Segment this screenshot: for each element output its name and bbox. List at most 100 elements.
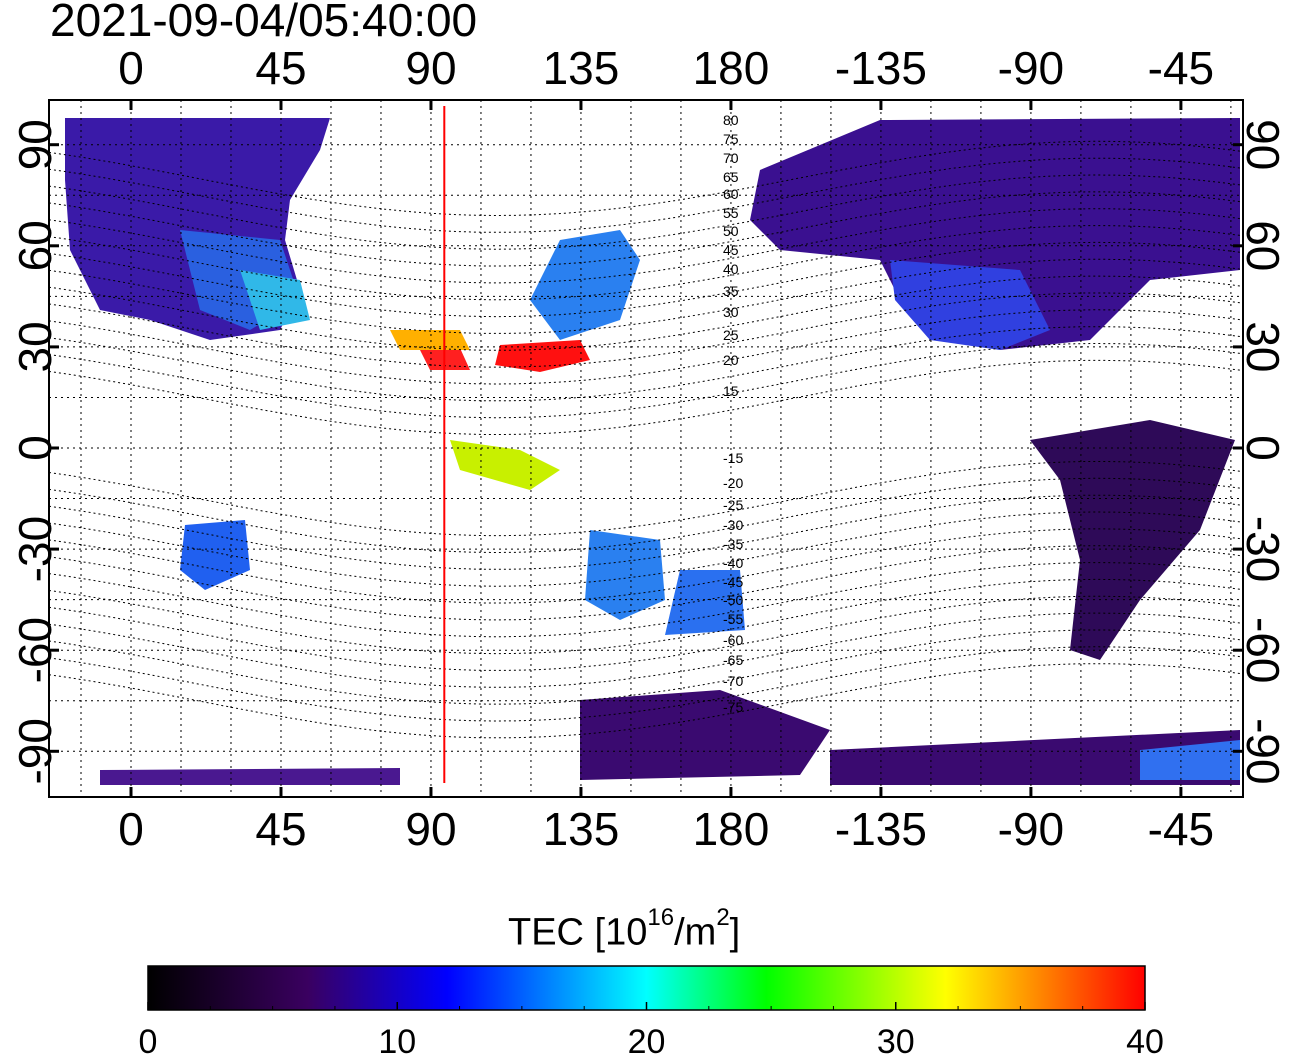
contour-line	[48, 140, 1244, 216]
contour-label: -75	[723, 699, 743, 715]
contour-label: -45	[723, 574, 743, 590]
colorbar-tick-label: 40	[1126, 1023, 1164, 1057]
contour-line	[48, 663, 1244, 739]
lon-label-bottom: 0	[118, 803, 144, 855]
contour-line	[48, 545, 1244, 621]
tec-patch-south-america	[1030, 420, 1235, 660]
tec-patch-nz	[665, 570, 745, 635]
lon-label-bottom: 45	[255, 803, 306, 855]
contour-label: 25	[723, 327, 739, 343]
tec-patch-east-asia	[530, 230, 640, 340]
tec-patch-europe-cyan	[240, 270, 310, 330]
tec-patch-orange	[390, 330, 470, 350]
colorbar-title-prefix: TEC [10	[508, 911, 648, 954]
tec-patch-north-america	[750, 118, 1240, 350]
tec-patch-usa-blue	[890, 260, 1050, 350]
colorbar-title-suffix: ]	[729, 911, 741, 954]
contour-label: -60	[723, 632, 743, 648]
lat-label-right: -30	[1237, 516, 1289, 582]
contour-label: -50	[723, 592, 743, 608]
contour-label: 55	[723, 205, 739, 221]
contour-label: -65	[723, 652, 743, 668]
contour-label: -55	[723, 611, 743, 627]
colorbar-title-mid: /m	[674, 911, 717, 954]
graticule	[49, 100, 1243, 797]
tec-patch-antarctica-west	[830, 730, 1240, 785]
contour-line	[48, 562, 1244, 638]
colorbar-title: TEC [1016/m2]	[508, 902, 740, 955]
contour-line	[48, 241, 1244, 318]
tec-patch-antarctica-strip	[100, 768, 400, 785]
lon-label-bottom: 90	[405, 803, 456, 855]
contour-line	[48, 595, 1244, 671]
contour-line	[48, 578, 1244, 655]
contour-line	[48, 461, 1244, 537]
lat-label-right: 30	[1237, 321, 1289, 372]
contour-label: 65	[723, 169, 739, 185]
contour-line	[48, 191, 1244, 267]
lat-label-right: 60	[1237, 220, 1289, 271]
contour-line	[48, 309, 1244, 385]
contour-label: 30	[723, 304, 739, 320]
tec-patch-sea-yellow	[450, 440, 560, 490]
contour-line	[48, 511, 1244, 587]
contour-label: -20	[723, 475, 743, 491]
contour-label: -25	[723, 497, 743, 513]
lat-label-left: -30	[9, 516, 61, 582]
colorbar-tick-label: 20	[628, 1023, 666, 1057]
lon-label-bottom: -135	[835, 803, 927, 855]
contour-line	[48, 477, 1244, 553]
contour-label: -15	[723, 450, 743, 466]
axis-labels: 0 45 90 135 180 -135 -90 -450 45 90 135 180 -135 -90-…	[9, 42, 1289, 855]
contour-line	[48, 157, 1244, 233]
lat-label-right: 0	[1237, 435, 1289, 461]
contour-label: -40	[723, 555, 743, 571]
lon-label-top: -90	[998, 42, 1064, 94]
lon-label-top: 180	[693, 42, 770, 94]
contour-label: -35	[723, 536, 743, 552]
lon-label-top: 135	[543, 42, 620, 94]
lat-label-left: 30	[9, 321, 61, 372]
contour-line	[48, 528, 1244, 604]
lon-label-top: 45	[255, 42, 306, 94]
contour-label: 35	[723, 283, 739, 299]
tec-patch-china-red	[495, 340, 590, 372]
colorbar-ticks: 0 10 20 30 40	[139, 1002, 1164, 1057]
contour-line	[48, 275, 1244, 351]
contour-label: 15	[723, 383, 739, 399]
lon-label-top: 90	[405, 42, 456, 94]
lat-label-right: -60	[1237, 617, 1289, 683]
magnetic-latitude-contours	[48, 140, 1244, 739]
contour-label: -30	[723, 517, 743, 533]
contour-line	[48, 292, 1244, 368]
contour-label: 45	[723, 242, 739, 258]
contour-label: 20	[723, 352, 739, 368]
contour-line	[48, 343, 1244, 419]
tec-patch-south-africa	[180, 520, 250, 590]
contour-line	[48, 174, 1244, 250]
colorbar-tick-label: 30	[877, 1023, 915, 1057]
contour-label: -70	[723, 673, 743, 689]
lon-label-bottom: 180	[693, 803, 770, 855]
lat-label-left: 90	[9, 119, 61, 170]
lat-label-right: -90	[1237, 718, 1289, 784]
colorbar-title-exp2: 2	[716, 904, 730, 931]
contour-line	[48, 494, 1244, 570]
contour-line	[48, 612, 1244, 688]
contour-label: 50	[723, 223, 739, 239]
tec-patch-antarctica-blue	[1140, 740, 1240, 780]
contour-label: 75	[723, 131, 739, 147]
lon-label-top: 0	[118, 42, 144, 94]
contour-line	[48, 646, 1244, 722]
tec-patches	[65, 118, 1240, 785]
lat-label-left: 0	[9, 435, 61, 461]
contour-line	[48, 208, 1244, 284]
lon-label-bottom: -90	[998, 803, 1064, 855]
contour-line	[48, 359, 1244, 435]
contour-line	[48, 225, 1244, 301]
lon-label-bottom: -45	[1148, 803, 1214, 855]
contour-label: 70	[723, 150, 739, 166]
contour-label: 80	[723, 112, 739, 128]
